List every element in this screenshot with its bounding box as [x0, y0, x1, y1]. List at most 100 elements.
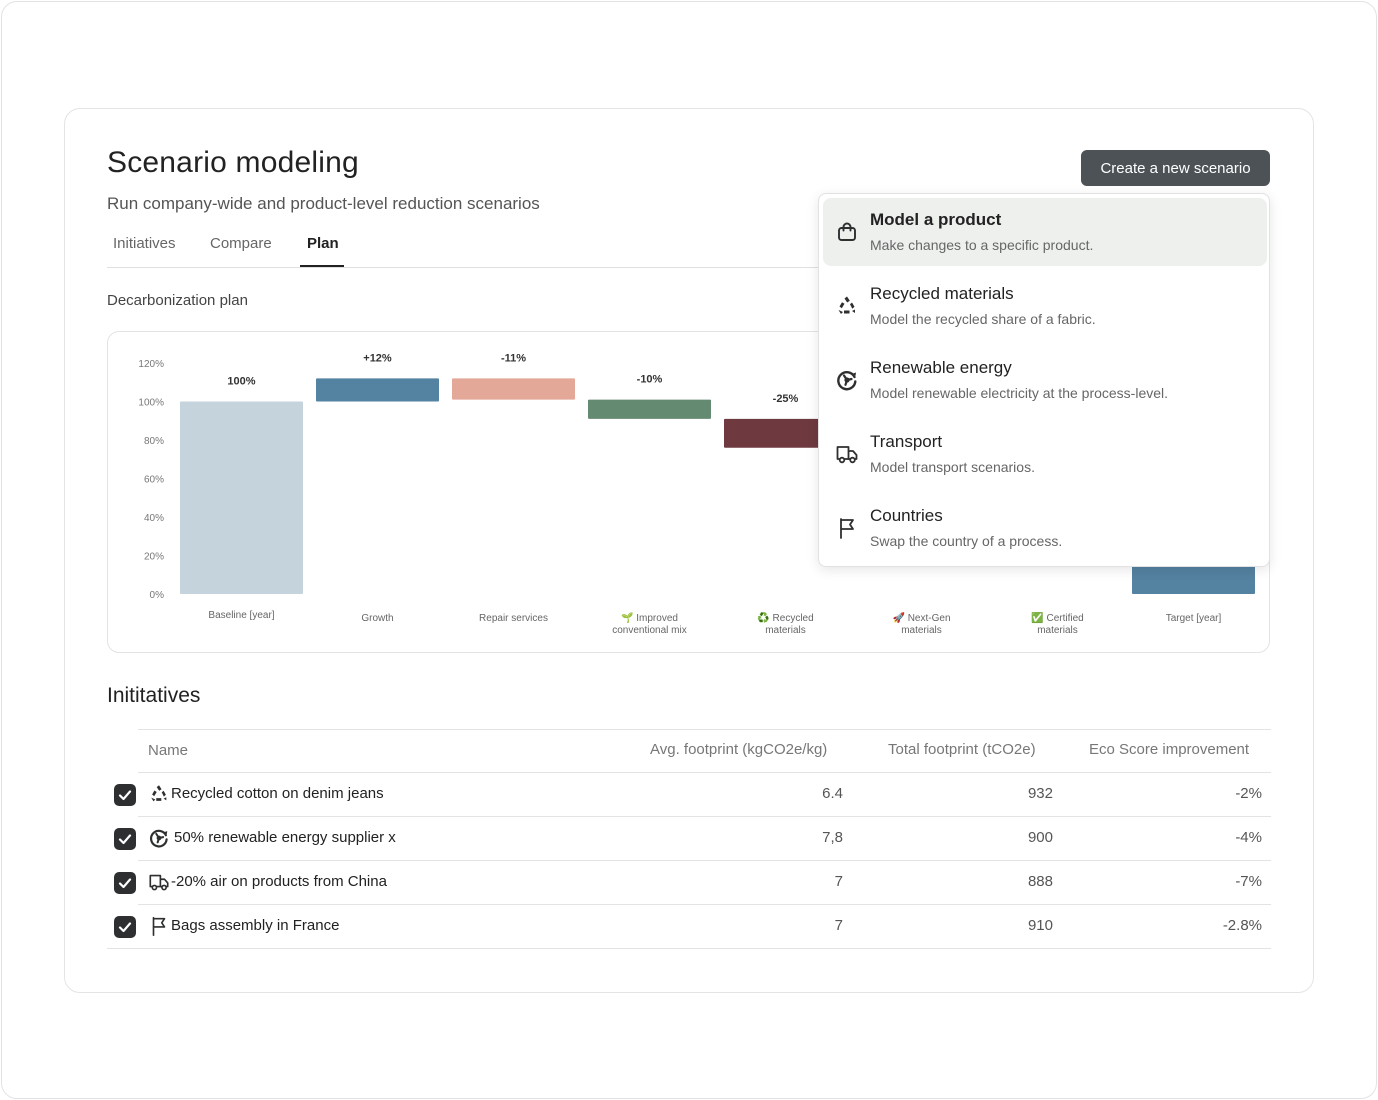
y-axis-tick-label: 100%	[138, 398, 164, 409]
bar-value-label: -10%	[637, 374, 663, 386]
row-divider	[107, 948, 1271, 949]
row-checkbox[interactable]	[114, 872, 136, 894]
truck-icon	[149, 874, 169, 891]
checkmark-icon	[118, 834, 132, 845]
checkmark-icon	[118, 922, 132, 933]
avg-footprint-value: 7	[834, 917, 843, 934]
checkmark-icon	[118, 878, 132, 889]
menu-item-description: Model renewable electricity at the proce…	[870, 385, 1169, 401]
initiative-name: 50% renewable energy supplier x	[174, 829, 396, 846]
table-top-divider	[138, 729, 1271, 730]
x-axis-category-label: materials	[901, 625, 942, 636]
total-footprint-value: 932	[1027, 785, 1053, 802]
y-axis-tick-label: 40%	[144, 513, 164, 524]
row-checkbox[interactable]	[114, 784, 136, 806]
x-axis-category-label: ✅ Certified	[1031, 611, 1083, 624]
y-axis-tick-label: 20%	[144, 552, 164, 563]
avg-footprint-value: 7,8	[822, 829, 843, 846]
row-checkbox[interactable]	[114, 916, 136, 938]
x-axis-category-label: Target [year]	[1166, 613, 1222, 624]
column-header-eco-score: Eco Score improvement	[1089, 741, 1250, 758]
eco-score-value: -4%	[1235, 829, 1262, 846]
bar-value-label: -11%	[501, 352, 526, 364]
row-divider	[138, 904, 1271, 905]
y-axis-tick-label: 80%	[144, 436, 164, 447]
recycle-icon	[838, 296, 855, 314]
avg-footprint-value: 6.4	[822, 785, 843, 802]
menu-item-description: Make changes to a specific product.	[870, 237, 1094, 253]
truck-icon	[836, 446, 858, 464]
recycle-icon	[151, 785, 167, 802]
menu-item-recycled-materials[interactable]: Recycled materials Model the recycled sh…	[823, 272, 1267, 340]
menu-item-title: Model a product	[870, 210, 1002, 229]
x-axis-category-label: 🌱 Improved	[621, 612, 678, 624]
menu-item-transport[interactable]: Transport Model transport scenarios.	[823, 420, 1267, 488]
x-axis-category-label: materials	[765, 625, 806, 636]
menu-item-title: Recycled materials	[870, 284, 1014, 303]
menu-item-countries[interactable]: Countries Swap the country of a process.	[823, 494, 1267, 562]
x-axis-category-label: Baseline [year]	[208, 610, 274, 621]
menu-item-title: Transport	[870, 432, 943, 451]
row-divider	[138, 816, 1271, 817]
eco-score-value: -2.8%	[1222, 917, 1262, 934]
menu-item-renewable-energy[interactable]: Renewable energy Model renewable electri…	[823, 346, 1267, 414]
bar-value-label: +12%	[363, 352, 392, 364]
x-axis-category-label: Repair services	[479, 613, 548, 624]
chart-bar	[724, 418, 847, 448]
menu-item-description: Model transport scenarios.	[870, 459, 1035, 475]
table-row: 50% renewable energy supplier x 7,8 900 …	[107, 817, 1271, 861]
y-axis-tick-label: 60%	[144, 475, 164, 486]
decarbonization-plan-label: Decarbonization plan	[107, 292, 248, 309]
chart-bar	[588, 399, 711, 419]
avg-footprint-value: 7	[834, 873, 843, 890]
page-subtitle: Run company-wide and product-level reduc…	[107, 194, 540, 213]
row-checkbox[interactable]	[114, 828, 136, 850]
x-axis-category-label: Growth	[361, 613, 393, 624]
waterfall-chart-svg: 0% 20% 40% 60% 80% 100% 120% 100% +12% -11% -10% -2…	[138, 352, 1255, 636]
x-axis-category-label: materials	[1037, 625, 1078, 636]
flag-icon	[840, 518, 854, 539]
tab-compare[interactable]: Compare	[210, 235, 272, 252]
initiative-name: -20% air on products from China	[171, 873, 387, 890]
chart-bar	[1132, 564, 1255, 594]
bar-value-label: 100%	[227, 376, 255, 388]
total-footprint-value: 900	[1027, 829, 1053, 846]
active-tab-underline	[300, 265, 344, 267]
y-axis-tick-label: 0%	[150, 590, 165, 601]
bar-value-label: -25%	[773, 393, 799, 405]
menu-item-title: Countries	[870, 506, 943, 525]
table-row: Recycled cotton on denim jeans 6.4 932 -…	[107, 773, 1271, 817]
initiative-name: Recycled cotton on denim jeans	[171, 785, 384, 802]
checkmark-icon	[118, 790, 132, 801]
table-row: Bags assembly in France 7 910 -2.8%	[107, 905, 1271, 949]
initiatives-heading: Inititatives	[107, 684, 201, 707]
x-axis-category-label: ♻️ Recycled	[757, 611, 813, 624]
flag-icon	[152, 916, 166, 936]
chart-bar	[452, 378, 575, 400]
chart-bar	[316, 378, 439, 402]
renewable-energy-icon	[837, 370, 857, 391]
initiative-name: Bags assembly in France	[171, 917, 340, 934]
create-scenario-button[interactable]: Create a new scenario	[1081, 150, 1270, 186]
table-row: -20% air on products from China 7 888 -7…	[107, 861, 1271, 905]
menu-item-model-product[interactable]: Model a product Make changes to a specif…	[823, 198, 1267, 266]
renewable-energy-icon	[150, 829, 168, 848]
page-title: Scenario modeling	[107, 146, 359, 179]
row-divider	[138, 860, 1271, 861]
tab-plan[interactable]: Plan	[307, 235, 339, 252]
scenario-type-menu: Model a product Make changes to a specif…	[818, 193, 1270, 567]
menu-item-title: Renewable energy	[870, 358, 1012, 377]
menu-item-description: Model the recycled share of a fabric.	[870, 311, 1096, 327]
x-axis-category-label: 🚀 Next-Gen	[892, 611, 950, 624]
column-header-total-footprint: Total footprint (tCO2e)	[888, 741, 1036, 758]
tab-bar: Initiatives Compare Plan	[107, 228, 818, 268]
total-footprint-value: 910	[1027, 917, 1053, 934]
menu-item-description: Swap the country of a process.	[870, 533, 1063, 549]
total-footprint-value: 888	[1027, 873, 1053, 890]
eco-score-value: -2%	[1235, 785, 1262, 802]
eco-score-value: -7%	[1235, 873, 1262, 890]
header-divider	[138, 772, 1271, 773]
tab-initiatives[interactable]: Initiatives	[113, 235, 176, 252]
column-header-avg-footprint: Avg. footprint (kgCO2e/kg)	[650, 741, 828, 758]
shopping-bag-icon	[838, 222, 856, 241]
